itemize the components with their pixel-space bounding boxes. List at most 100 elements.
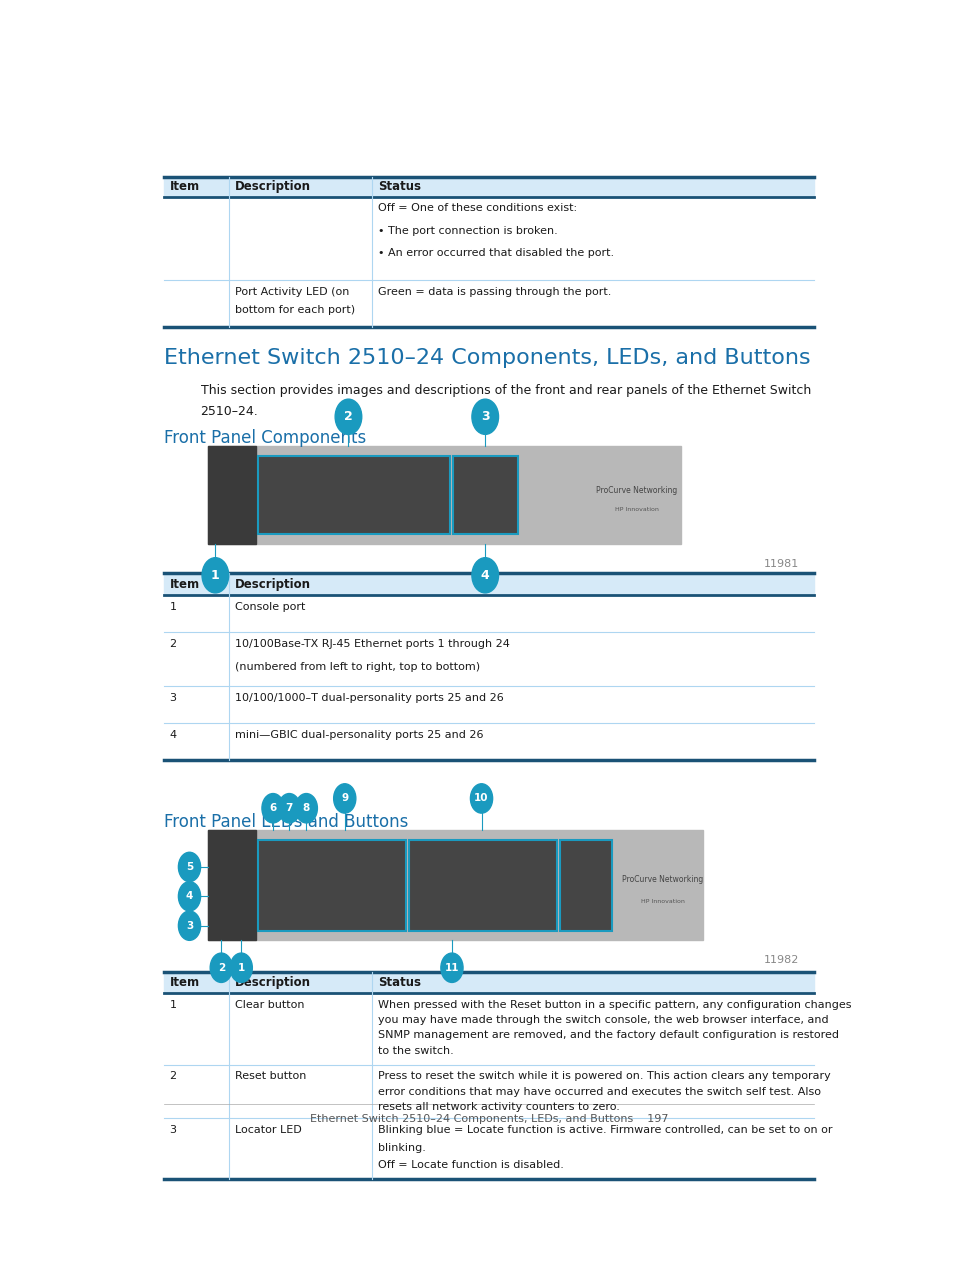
Text: Item: Item — [170, 180, 199, 193]
Circle shape — [210, 953, 233, 982]
Text: Clear button: Clear button — [234, 1000, 304, 1010]
Text: • The port connection is broken.: • The port connection is broken. — [377, 225, 557, 235]
Text: 5: 5 — [186, 862, 193, 872]
Circle shape — [334, 784, 355, 813]
Text: 6: 6 — [269, 803, 276, 813]
Text: • An error occurred that disabled the port.: • An error occurred that disabled the po… — [377, 248, 613, 258]
Text: 8: 8 — [302, 803, 310, 813]
Circle shape — [262, 793, 284, 822]
Text: error conditions that may have occurred and executes the switch self test. Also: error conditions that may have occurred … — [377, 1087, 820, 1097]
Text: Port Activity LED (on: Port Activity LED (on — [234, 286, 349, 296]
Text: Status: Status — [377, 976, 420, 989]
Text: Status: Status — [377, 180, 420, 193]
FancyBboxPatch shape — [453, 456, 518, 534]
Bar — [164, 1065, 813, 1118]
Text: 11982: 11982 — [763, 955, 799, 965]
Text: blinking.: blinking. — [377, 1143, 425, 1153]
FancyBboxPatch shape — [559, 840, 611, 930]
Bar — [164, 686, 813, 723]
Text: bottom for each port): bottom for each port) — [234, 305, 355, 315]
Circle shape — [472, 558, 498, 592]
Text: HP Innovation: HP Innovation — [615, 507, 658, 512]
Circle shape — [278, 793, 300, 822]
Text: Off = One of these conditions exist:: Off = One of these conditions exist: — [377, 203, 577, 214]
Text: 11981: 11981 — [763, 559, 799, 568]
Text: 10/100/1000–T dual-personality ports 25 and 26: 10/100/1000–T dual-personality ports 25 … — [234, 693, 503, 703]
Bar — [164, 280, 813, 327]
Text: ProCurve Networking: ProCurve Networking — [596, 486, 677, 494]
Text: 4: 4 — [186, 891, 193, 901]
Text: Green = data is passing through the port.: Green = data is passing through the port… — [377, 286, 611, 296]
Text: 1: 1 — [211, 569, 219, 582]
Text: Item: Item — [170, 577, 199, 591]
Text: 2: 2 — [217, 962, 225, 972]
Text: 3: 3 — [186, 920, 193, 930]
Text: 3: 3 — [170, 1125, 176, 1135]
Bar — [164, 1118, 813, 1179]
Text: Off = Locate function is disabled.: Off = Locate function is disabled. — [377, 1159, 563, 1169]
Text: ProCurve Networking: ProCurve Networking — [621, 874, 702, 885]
Bar — [164, 971, 813, 993]
Circle shape — [202, 558, 229, 592]
Text: 1: 1 — [170, 601, 176, 611]
Text: to the switch.: to the switch. — [377, 1046, 453, 1056]
Bar — [208, 446, 680, 544]
Text: 2: 2 — [344, 411, 353, 423]
Text: 3: 3 — [480, 411, 489, 423]
Text: Console port: Console port — [234, 601, 305, 611]
Circle shape — [178, 911, 200, 941]
Text: Front Panel Components: Front Panel Components — [164, 428, 366, 446]
Circle shape — [230, 953, 252, 982]
Text: 9: 9 — [341, 793, 348, 803]
Text: you may have made through the switch console, the web browser interface, and: you may have made through the switch con… — [377, 1016, 827, 1026]
Text: 10: 10 — [474, 793, 488, 803]
Text: 4: 4 — [170, 730, 176, 740]
Text: 7: 7 — [285, 803, 293, 813]
Text: When pressed with the Reset button in a specific pattern, any configuration chan: When pressed with the Reset button in a … — [377, 1000, 850, 1010]
Text: mini—GBIC dual-personality ports 25 and 26: mini—GBIC dual-personality ports 25 and … — [234, 730, 482, 740]
Text: 2510–24.: 2510–24. — [200, 405, 258, 418]
Text: Locator LED: Locator LED — [234, 1125, 301, 1135]
FancyBboxPatch shape — [258, 840, 406, 930]
Circle shape — [440, 953, 462, 982]
Text: Ethernet Switch 2510–24 Components, LEDs, and Buttons    197: Ethernet Switch 2510–24 Components, LEDs… — [310, 1113, 667, 1124]
Text: Item: Item — [170, 976, 199, 989]
Bar — [208, 446, 255, 544]
Text: resets all network activity counters to zero.: resets all network activity counters to … — [377, 1102, 618, 1112]
Text: Description: Description — [234, 976, 311, 989]
FancyBboxPatch shape — [409, 840, 557, 930]
Text: Blinking blue = Locate function is active. Firmware controlled, can be set to on: Blinking blue = Locate function is activ… — [377, 1125, 831, 1135]
Text: Front Panel LEDs and Buttons: Front Panel LEDs and Buttons — [164, 813, 408, 831]
Bar — [164, 993, 813, 1065]
Circle shape — [178, 853, 200, 882]
Text: 1: 1 — [170, 1000, 176, 1010]
Text: 2: 2 — [170, 1071, 176, 1082]
Text: SNMP management are removed, and the factory default configuration is restored: SNMP management are removed, and the fac… — [377, 1031, 838, 1041]
Text: (numbered from left to right, top to bottom): (numbered from left to right, top to bot… — [234, 662, 479, 672]
Text: 4: 4 — [480, 569, 489, 582]
Text: 3: 3 — [170, 693, 176, 703]
Text: HP Innovation: HP Innovation — [640, 899, 684, 904]
Bar — [164, 573, 813, 595]
Bar — [164, 177, 813, 197]
Circle shape — [178, 882, 200, 911]
Text: Ethernet Switch 2510–24 Components, LEDs, and Buttons: Ethernet Switch 2510–24 Components, LEDs… — [164, 348, 809, 369]
Text: This section provides images and descriptions of the front and rear panels of th: This section provides images and descrip… — [200, 384, 810, 398]
Circle shape — [470, 784, 492, 813]
Bar — [164, 197, 813, 280]
Text: 2: 2 — [170, 639, 176, 649]
FancyBboxPatch shape — [258, 456, 450, 534]
Text: 1: 1 — [237, 962, 245, 972]
Bar — [208, 830, 702, 941]
Circle shape — [472, 399, 498, 435]
Text: 10/100Base-TX RJ-45 Ethernet ports 1 through 24: 10/100Base-TX RJ-45 Ethernet ports 1 thr… — [234, 639, 509, 649]
Text: Press to reset the switch while it is powered on. This action clears any tempora: Press to reset the switch while it is po… — [377, 1071, 830, 1082]
Bar — [164, 595, 813, 632]
Text: Reset button: Reset button — [234, 1071, 306, 1082]
Text: Description: Description — [234, 577, 311, 591]
Circle shape — [294, 793, 317, 822]
Bar — [164, 723, 813, 760]
Circle shape — [335, 399, 361, 435]
Text: Description: Description — [234, 180, 311, 193]
Bar — [164, 632, 813, 686]
